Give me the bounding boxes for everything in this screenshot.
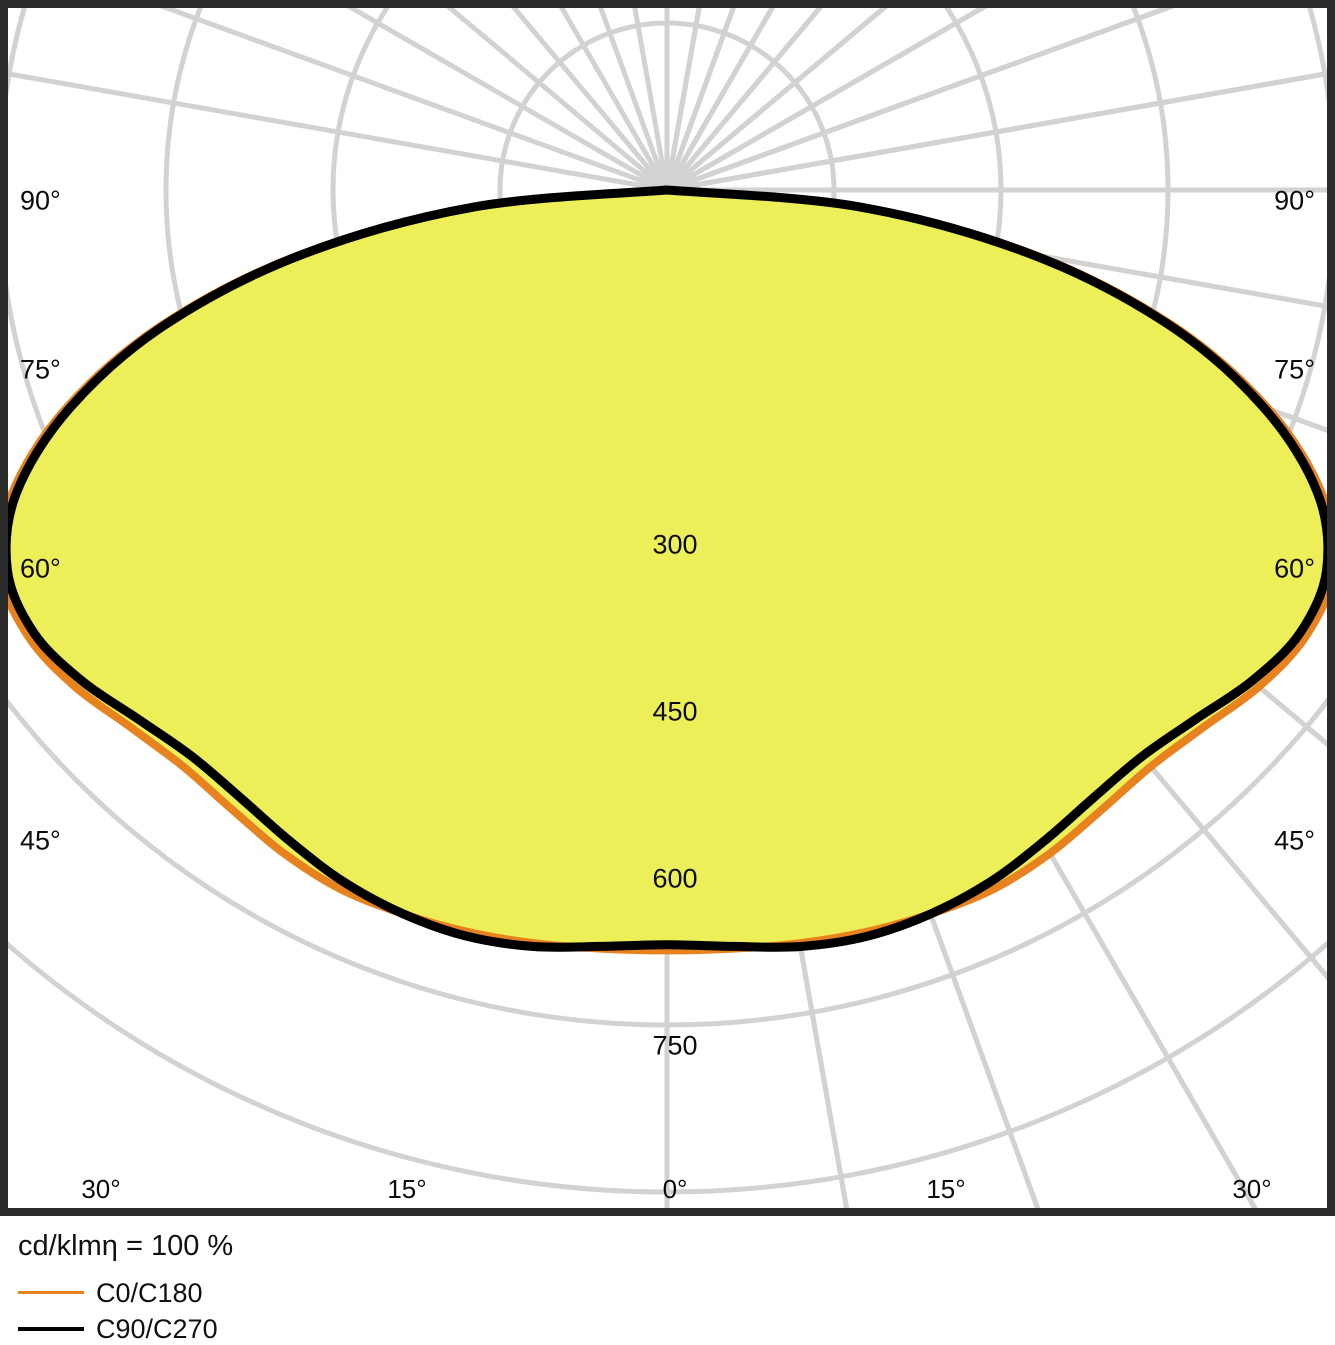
radial-tick-600: 600 bbox=[652, 863, 698, 894]
angle-label-left-0: 90° bbox=[20, 185, 61, 216]
units-note: cd/klmη = 100 % bbox=[18, 1230, 234, 1262]
polar-plot-svg bbox=[8, 8, 1327, 1208]
angle-label-left-3: 45° bbox=[20, 825, 61, 856]
angle-label-left-2: 60° bbox=[20, 553, 61, 584]
angle-label-bottom-3: 15° bbox=[926, 1174, 966, 1204]
chart-footer: cd/klmη = 100 % C0/C180 C90/C270 bbox=[0, 1216, 1335, 1344]
legend-swatch-c90-c270 bbox=[18, 1327, 84, 1331]
polar-curves bbox=[8, 185, 1327, 955]
radial-tick-300: 300 bbox=[652, 529, 698, 560]
radial-tick-750: 750 bbox=[652, 1030, 698, 1061]
angle-label-bottom-4: 30° bbox=[1232, 1174, 1272, 1204]
angle-label-bottom-0: 30° bbox=[81, 1174, 121, 1204]
radial-tick-450: 450 bbox=[652, 696, 698, 727]
angle-label-right-3: 45° bbox=[1274, 825, 1315, 856]
angle-label-bottom-1: 15° bbox=[387, 1174, 427, 1204]
angle-label-right-1: 75° bbox=[1274, 354, 1315, 385]
angle-label-bottom-2: 0° bbox=[662, 1174, 688, 1204]
angle-label-right-0: 90° bbox=[1274, 185, 1315, 216]
legend-label-c90-c270: C90/C270 bbox=[96, 1314, 218, 1344]
legend-swatch-c0-c180 bbox=[18, 1291, 84, 1294]
angle-label-right-2: 60° bbox=[1274, 553, 1315, 584]
polar-chart-frame: 90° 75° 60° 45° 90° 75° 60° 45° 30° 15° 0° 15° 30°… bbox=[0, 0, 1335, 1216]
angle-label-left-1: 75° bbox=[20, 354, 61, 385]
legend-label-c0-c180: C0/C180 bbox=[96, 1278, 203, 1308]
